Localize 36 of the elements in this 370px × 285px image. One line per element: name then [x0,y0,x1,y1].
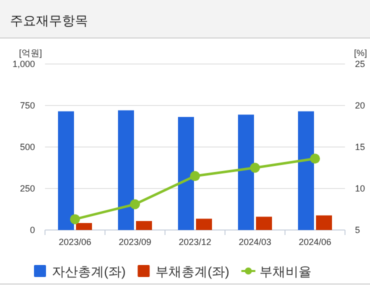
bar [256,216,272,230]
y-axis-title: [억원] [19,48,42,58]
x-tick-label: 2023/09 [118,237,152,247]
y-tick-label: 750 [20,100,35,110]
x-tick-label: 2024/06 [298,237,332,247]
x-tick-label: 2023/06 [58,237,92,247]
bar [196,218,212,230]
y-tick-label: 0 [30,225,35,235]
chart-title: 주요재무항목 [10,13,88,28]
bar [316,215,332,230]
bar [178,116,194,230]
x-tick-label: 2023/12 [178,237,212,247]
bar [118,110,134,230]
y2-tick-label: 15 [355,142,366,152]
bar [76,223,92,230]
bar [136,221,152,230]
y2-tick-label: 10 [355,184,366,194]
x-tick-label: 2024/03 [238,237,272,247]
legend-label: 부채비율 [259,264,312,279]
y2-tick-label: 25 [355,59,366,69]
bar [58,111,74,230]
y2-tick-label: 20 [355,100,366,110]
point [130,199,140,210]
legend-label: 부채총계(좌) [156,264,230,279]
legend-label: 자산총계(좌) [52,264,126,279]
bar [238,114,254,230]
point [250,162,260,173]
y2-axis-title: [%] [354,48,368,58]
bar [298,111,314,230]
point [310,154,320,164]
y2-tick-label: 5 [355,225,360,235]
y-tick-label: 500 [20,142,35,152]
point [70,214,80,224]
y-tick-label: 250 [20,184,35,194]
point [190,171,200,182]
y-tick-label: 1,000 [12,59,35,69]
